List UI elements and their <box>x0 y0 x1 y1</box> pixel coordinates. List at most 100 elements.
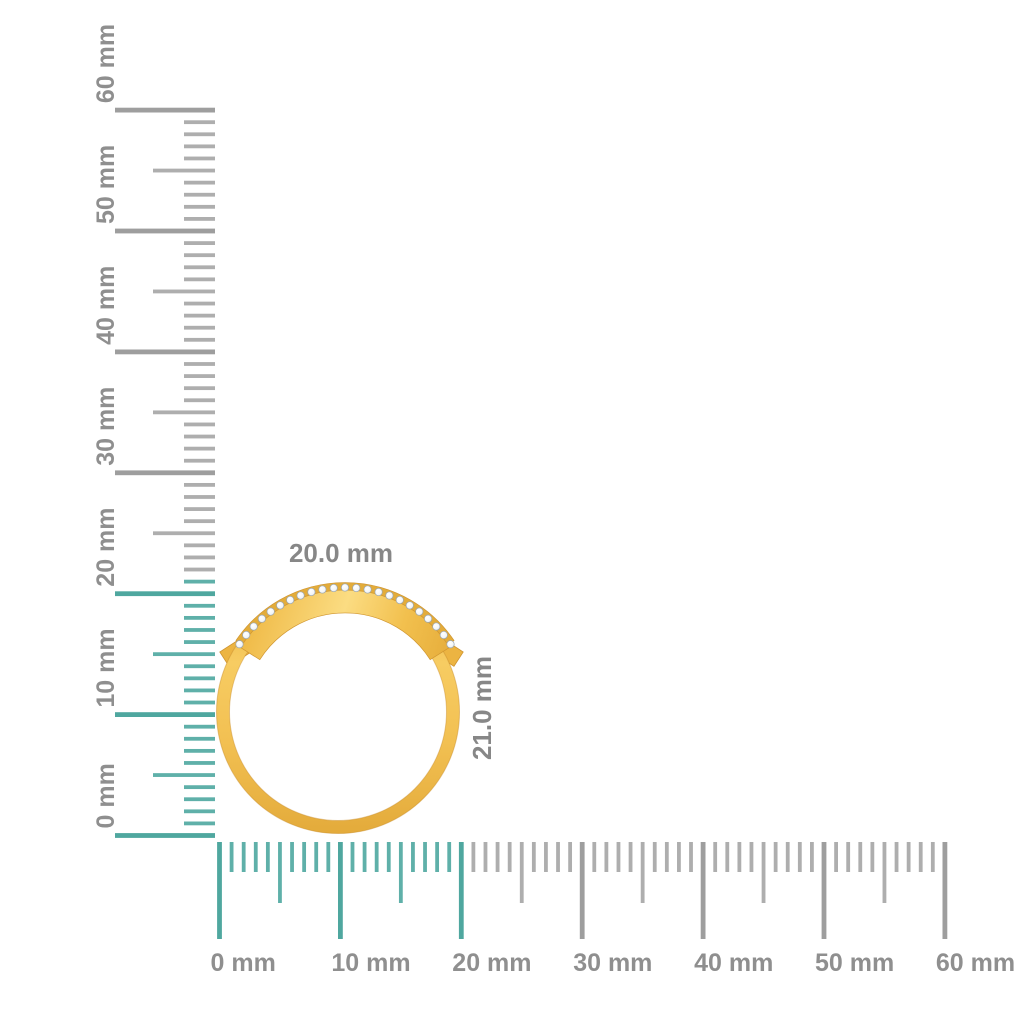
tick-mark <box>604 842 609 872</box>
tick-mark <box>797 842 802 872</box>
tick-mark <box>495 842 500 872</box>
tick-mark <box>115 228 215 234</box>
ruler-label: 20 mm <box>92 507 120 586</box>
tick-mark <box>153 410 215 415</box>
tick-mark <box>115 712 215 717</box>
tick-mark <box>942 842 948 939</box>
tick-mark <box>184 761 215 765</box>
tick-mark <box>302 842 307 872</box>
tick-mark <box>930 842 935 872</box>
tick-mark <box>253 842 258 872</box>
tick-mark <box>184 797 215 802</box>
ruler-label: 30 mm <box>573 949 652 977</box>
diamond-stone <box>296 591 305 600</box>
tick-mark <box>689 842 693 872</box>
tick-mark <box>153 289 215 294</box>
tick-mark <box>184 555 215 560</box>
ruler-label: 20 mm <box>452 949 531 977</box>
tick-mark <box>115 107 215 113</box>
tick-mark <box>184 217 215 221</box>
tick-mark <box>423 842 427 872</box>
tick-mark <box>184 144 215 149</box>
tick-mark <box>846 842 851 872</box>
tick-mark <box>184 204 215 209</box>
tick-mark <box>184 156 215 161</box>
height-dimension-label: 21.0 mm <box>467 656 497 760</box>
tick-mark <box>725 842 730 872</box>
ruler-label: 40 mm <box>694 949 773 977</box>
tick-mark <box>153 168 215 173</box>
tick-mark <box>350 842 355 872</box>
diamond-stone <box>276 601 285 610</box>
tick-mark <box>184 676 215 681</box>
tick-mark <box>184 277 215 282</box>
tick-mark <box>918 842 923 872</box>
tick-mark <box>906 842 911 872</box>
tick-mark <box>894 842 899 872</box>
tick-mark <box>184 120 215 125</box>
tick-mark <box>184 543 215 548</box>
tick-mark <box>338 842 343 939</box>
tick-mark <box>115 833 215 838</box>
tick-mark <box>184 422 215 427</box>
tick-mark <box>184 519 215 524</box>
tick-mark <box>115 591 215 597</box>
tick-mark <box>241 842 246 872</box>
tick-mark <box>713 842 718 872</box>
tick-mark <box>326 842 331 872</box>
tick-mark <box>761 842 766 903</box>
diamond-stone <box>318 585 327 594</box>
tick-mark <box>184 495 215 499</box>
tick-mark <box>640 842 645 903</box>
tick-mark <box>616 842 621 872</box>
ruler-label: 50 mm <box>815 949 894 977</box>
tick-mark <box>184 434 215 439</box>
tick-mark <box>435 842 440 872</box>
tick-mark <box>749 842 754 872</box>
tick-mark <box>229 842 234 872</box>
tick-mark <box>184 700 215 705</box>
tick-mark <box>579 842 585 939</box>
ruler-label: 60 mm <box>92 24 120 103</box>
tick-mark <box>785 842 790 872</box>
tick-mark <box>153 652 215 657</box>
tick-mark <box>628 842 633 872</box>
diamond-stone <box>395 595 404 605</box>
tick-mark <box>652 842 657 872</box>
tick-mark <box>882 842 887 903</box>
ruler-label: 50 mm <box>92 145 120 224</box>
tick-mark <box>115 349 215 355</box>
tick-mark <box>362 842 367 872</box>
tick-mark <box>592 842 597 872</box>
tick-mark <box>184 241 215 245</box>
diamond-stone <box>257 614 266 623</box>
tick-mark <box>153 773 215 777</box>
tick-mark <box>265 842 270 872</box>
tick-mark <box>217 842 222 939</box>
diamond-stone <box>235 640 244 649</box>
diamond-stone <box>340 583 350 592</box>
tick-mark <box>184 482 215 487</box>
tick-mark <box>184 132 215 137</box>
tick-mark <box>447 842 452 872</box>
tick-mark <box>184 640 215 644</box>
diamond-stone <box>307 587 316 597</box>
tick-mark <box>184 507 215 511</box>
tick-mark <box>184 192 215 197</box>
tick-mark <box>471 842 476 872</box>
tick-mark <box>184 374 215 378</box>
diamond-stone <box>439 630 448 640</box>
tick-mark <box>737 842 742 872</box>
tick-mark <box>184 809 215 814</box>
tick-mark <box>386 842 391 872</box>
vertical-ruler: 0 mm 10 mm 20 mm 30 mm 40 mm 50 mm 60 mm <box>92 24 215 838</box>
ruler-label: 10 mm <box>92 628 120 707</box>
tick-mark <box>184 579 215 584</box>
tick-mark <box>398 842 403 903</box>
tick-mark <box>184 785 215 790</box>
tick-mark <box>184 628 215 632</box>
tick-mark <box>664 842 669 872</box>
ruler-label: 0 mm <box>92 763 120 828</box>
